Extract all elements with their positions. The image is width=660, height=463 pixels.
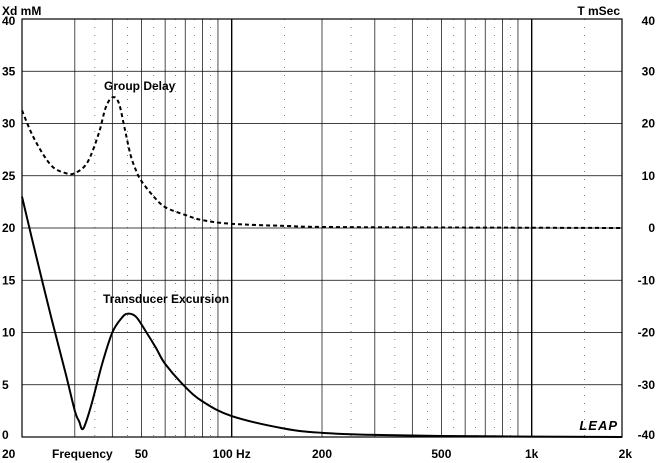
leap-logo: LEAP <box>579 418 618 433</box>
x-tick-label: 100 Hz <box>213 447 251 461</box>
x-tick-label: 500 <box>431 447 451 461</box>
right-axis-title: T mSec <box>577 4 620 18</box>
left-tick-label: 25 <box>2 169 16 183</box>
right-tick-label: -30 <box>638 378 656 392</box>
x-tick-label: 50 <box>135 447 149 461</box>
annotation-group-delay: Group Delay <box>104 79 176 93</box>
right-tick-label: 0 <box>648 221 655 235</box>
annotation-transducer-excursion: Transducer Excursion <box>103 292 229 306</box>
right-tick-label: 10 <box>642 169 656 183</box>
left-tick-label: 30 <box>2 117 16 131</box>
x-tick-label: 20 <box>2 447 16 461</box>
x-tick-label: 1k <box>525 447 539 461</box>
x-axis-label: Frequency <box>52 447 113 461</box>
series-group-delay <box>21 96 623 229</box>
right-tick-label: 20 <box>642 117 656 131</box>
axis-labels: 20 50 100 Hz 200 500 1k 2k0510152025303540-40-… <box>2 14 655 461</box>
left-tick-label: 10 <box>2 326 16 340</box>
left-axis-title: Xd mM <box>2 4 41 18</box>
curves <box>21 96 623 438</box>
right-tick-label: -20 <box>638 326 656 340</box>
x-tick-label: 2k <box>619 447 633 461</box>
left-tick-label: 5 <box>2 378 9 392</box>
right-tick-label: -10 <box>638 273 656 287</box>
series-transducer-excursion <box>21 196 623 438</box>
left-tick-label: 35 <box>2 64 16 78</box>
left-tick-label: 0 <box>2 428 9 442</box>
left-tick-label: 15 <box>2 273 16 287</box>
left-tick-label: 40 <box>2 14 16 28</box>
x-tick-label: 200 <box>312 447 332 461</box>
right-tick-label: 40 <box>642 14 656 28</box>
right-tick-label: 30 <box>642 64 656 78</box>
right-tick-label: -40 <box>638 428 656 442</box>
left-tick-label: 20 <box>2 221 16 235</box>
